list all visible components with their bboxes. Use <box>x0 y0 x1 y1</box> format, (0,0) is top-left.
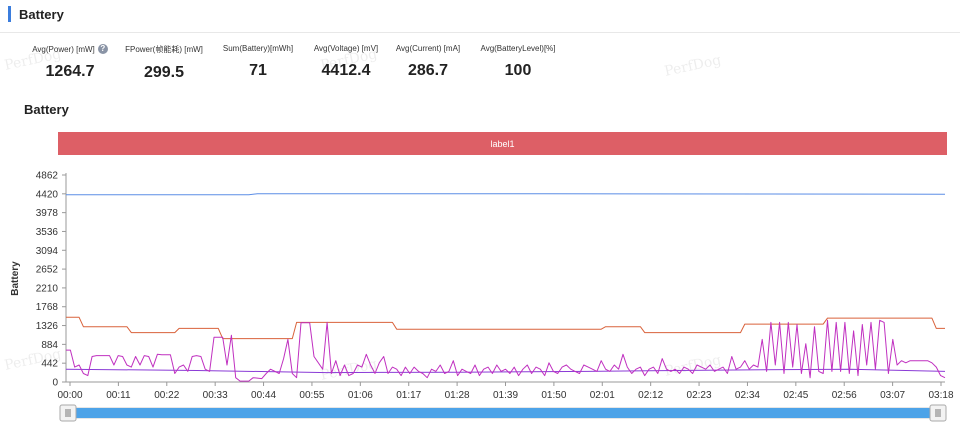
stat-value: 100 <box>504 62 532 79</box>
y-tick-label: 442 <box>41 359 58 370</box>
x-tick-label: 03:07 <box>880 390 905 401</box>
chart-axes: 0 442 884 1326 1768 2210 2652 3094 3536 3978 4420 4… <box>10 171 954 402</box>
x-tick-label: 02:56 <box>832 390 857 401</box>
y-tick-label: 884 <box>41 340 58 351</box>
time-range-scrollbar[interactable] <box>59 404 947 422</box>
stat-fpower: FPower(帧能耗) [mW] 299.5 <box>114 44 214 82</box>
stat-value: 71 <box>249 62 267 79</box>
stat-avg-power: Avg(Power) [mW] ? 1264.7 <box>20 44 120 81</box>
stat-label: Sum(Battery)[mWh] <box>222 44 294 53</box>
x-tick-label: 00:44 <box>251 390 276 401</box>
x-tick-label: 02:34 <box>735 390 760 401</box>
y-tick-label: 3094 <box>36 246 59 257</box>
y-tick-label: 2210 <box>36 283 59 294</box>
scrollbar-range[interactable] <box>68 408 940 418</box>
stat-label: Avg(Current) [mA] <box>395 44 461 53</box>
y-tick-label: 4862 <box>36 171 59 182</box>
x-tick-label: 00:33 <box>203 390 228 401</box>
section-divider <box>0 32 960 33</box>
x-tick-label: 01:17 <box>396 390 421 401</box>
label-band-rect <box>58 132 947 155</box>
label-band-text: label1 <box>490 139 514 149</box>
stat-label: FPower(帧能耗) [mW] <box>125 45 203 54</box>
series-line-2 <box>66 316 945 340</box>
x-tick-label: 02:45 <box>783 390 808 401</box>
x-tick-label: 01:28 <box>445 390 470 401</box>
battery-chart: label1 0 442 884 1326 1768 2210 2652 3094 3536 39… <box>10 132 954 422</box>
x-tick-label: 01:50 <box>541 390 566 401</box>
y-tick-label: 3536 <box>36 227 59 238</box>
x-tick-label: 00:11 <box>106 390 131 401</box>
x-tick-label: 00:22 <box>154 390 179 401</box>
x-tick-label: 02:12 <box>638 390 663 401</box>
y-tick-label: 0 <box>52 378 58 389</box>
section-accent-bar <box>8 6 11 22</box>
x-tick-label: 01:39 <box>493 390 518 401</box>
stat-avg-battery-level: Avg(BatteryLevel)[%] 100 <box>468 44 568 80</box>
y-tick-label: 4420 <box>36 189 59 200</box>
x-tick-label: 00:55 <box>299 390 324 401</box>
series-line-4 <box>66 319 946 382</box>
section-header: Battery <box>8 4 64 24</box>
stats-row: Avg(Power) [mW] ? 1264.7 FPower(帧能耗) [mW… <box>0 44 960 92</box>
x-tick-label: 03:18 <box>928 390 953 401</box>
scrollbar-handle-left[interactable] <box>59 404 77 422</box>
x-tick-label: 01:06 <box>348 390 373 401</box>
x-tick-label: 02:01 <box>590 390 615 401</box>
stat-label: Avg(Power) [mW] <box>32 44 95 54</box>
y-tick-label: 1326 <box>36 321 59 332</box>
stat-value: 286.7 <box>407 62 449 79</box>
stat-value: 299.5 <box>143 64 185 81</box>
series-line-3 <box>65 368 946 374</box>
y-axis-title: Battery <box>10 261 21 296</box>
stat-label: Avg(BatteryLevel)[%] <box>480 44 556 53</box>
stat-value: 1264.7 <box>45 63 95 80</box>
section-title: Battery <box>19 6 64 22</box>
stat-avg-voltage: Avg(Voltage) [mV] 4412.4 <box>296 44 396 80</box>
stat-label: Avg(Voltage) [mV] <box>313 44 379 53</box>
label-band: label1 <box>58 132 947 155</box>
help-icon[interactable]: ? <box>97 44 108 54</box>
series-lines <box>65 193 946 382</box>
scrollbar-handle-right[interactable] <box>929 404 947 422</box>
series-line-1 <box>66 193 946 196</box>
stat-sum-battery: Sum(Battery)[mWh] 71 <box>208 44 308 80</box>
y-tick-label: 3978 <box>36 208 59 219</box>
stat-avg-current: Avg(Current) [mA] 286.7 <box>378 44 478 80</box>
stat-value: 4412.4 <box>321 62 371 79</box>
y-tick-label: 1768 <box>36 302 59 313</box>
x-tick-label: 02:23 <box>687 390 712 401</box>
y-tick-label: 2652 <box>36 265 59 276</box>
x-tick-label: 00:00 <box>57 390 82 401</box>
chart-title: Battery <box>24 102 69 117</box>
